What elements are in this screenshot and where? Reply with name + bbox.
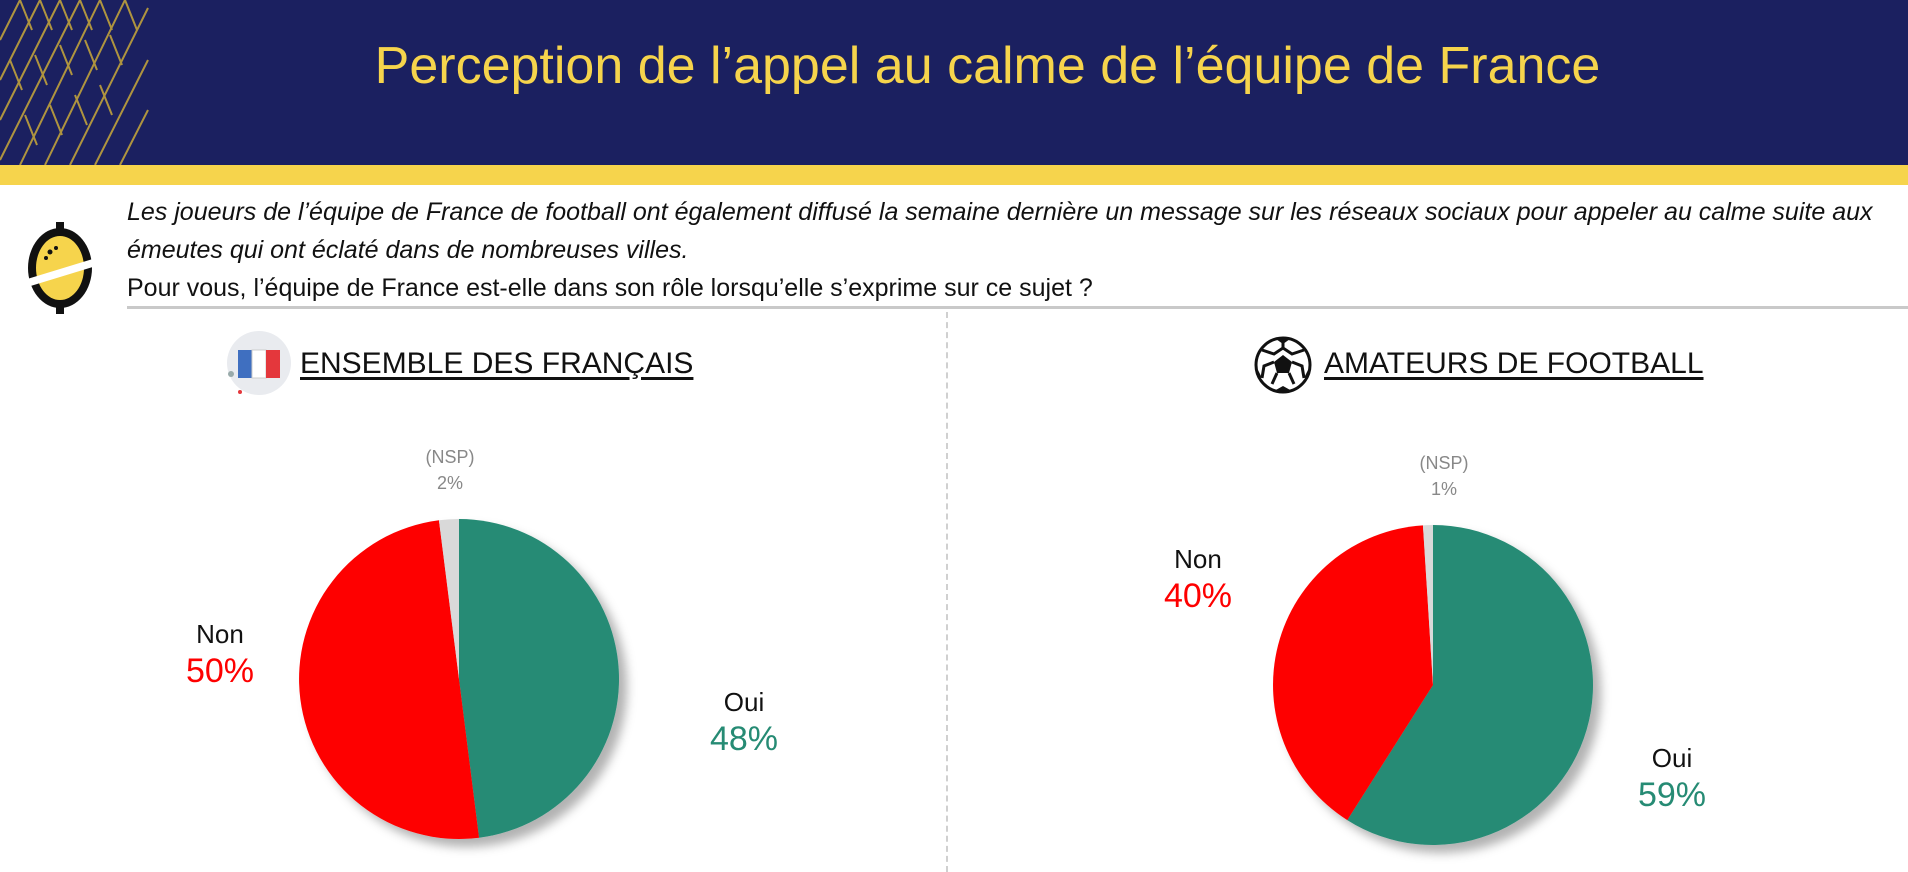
question-intro: Les joueurs de l’équipe de France de foo…	[127, 198, 1873, 264]
left-oui-label: Oui 48%	[684, 686, 804, 760]
left-nsp-label: (NSP) 2%	[400, 444, 500, 496]
left-slice-oui	[459, 518, 620, 838]
right-slice-non	[1273, 525, 1433, 821]
left-slice-nsp	[438, 519, 459, 679]
chevron-pattern-icon	[0, 0, 149, 165]
oui-name: Oui	[1651, 743, 1693, 773]
right-non-label: Non 40%	[1138, 543, 1258, 617]
right-pie	[1273, 525, 1594, 845]
survey-question: Les joueurs de l’équipe de France de foo…	[127, 193, 1897, 307]
right-nsp-label: (NSP) 1%	[1394, 450, 1494, 502]
non-name: Non	[1174, 544, 1222, 574]
page-title: Perception de l’appel au calme de l’équi…	[374, 37, 1601, 95]
french-flag-icon	[227, 331, 291, 395]
soccer-ball-icon	[1254, 336, 1312, 394]
non-value: 40%	[1163, 577, 1233, 615]
nsp-name: (NSP)	[1419, 453, 1469, 473]
question-text: Pour vous, l’équipe de France est-elle d…	[127, 274, 1093, 302]
right-oui-label: Oui 59%	[1612, 742, 1732, 816]
lemon-logo-icon	[24, 222, 96, 314]
left-slice-non	[299, 520, 480, 839]
left-pie	[299, 518, 620, 839]
divider-rule	[127, 306, 1908, 309]
non-name: Non	[196, 619, 244, 649]
nsp-value: 2%	[436, 473, 463, 493]
nsp-value: 1%	[1430, 479, 1457, 499]
oui-name: Oui	[723, 687, 765, 717]
nsp-name: (NSP)	[425, 447, 475, 467]
left-chart-title: ENSEMBLE DES FRANÇAIS	[300, 347, 694, 380]
header-stripe	[0, 165, 1908, 185]
oui-value: 59%	[1637, 776, 1707, 814]
right-slice-nsp	[1422, 525, 1433, 685]
column-divider	[946, 312, 948, 872]
header-banner: Perception de l’appel au calme de l’équi…	[0, 0, 1908, 165]
oui-value: 48%	[709, 720, 779, 758]
left-non-label: Non 50%	[160, 618, 280, 692]
non-value: 50%	[185, 652, 255, 690]
right-chart-title: AMATEURS DE FOOTBALL	[1324, 347, 1704, 380]
right-slice-oui	[1347, 525, 1594, 845]
